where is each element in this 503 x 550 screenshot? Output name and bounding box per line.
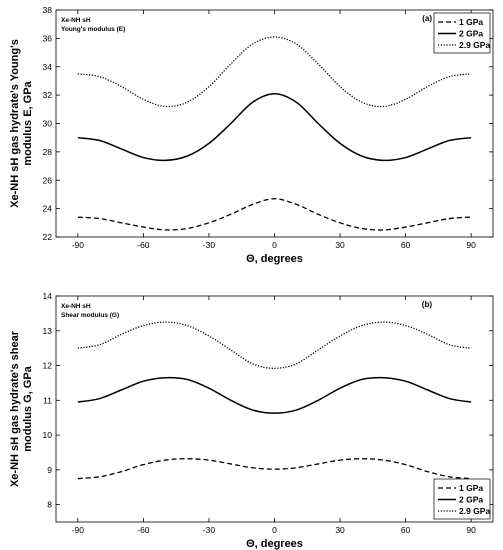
y-tick-label: 36: [43, 33, 53, 43]
legend-entry: 1 GPa: [459, 17, 483, 27]
y-axis-label-line: modulus E, GPa: [22, 80, 34, 165]
y-tick-label: 30: [43, 119, 53, 129]
plot-frame: [55, 295, 494, 523]
legend-entry: 1 GPa: [459, 483, 483, 493]
y-tick-label: 34: [43, 62, 53, 72]
x-tick-label: -60: [137, 240, 150, 250]
chart-panel-a: -90 -60 -30 0 30 60 90 22 24 26 28 30 32 34 36 38 Θ, deg…: [9, 5, 494, 265]
series-line-2-GPa: [77, 92, 472, 162]
legend-entry: 2 GPa: [459, 495, 483, 505]
legend-box: [433, 478, 491, 520]
x-tick-label: 30: [335, 525, 345, 535]
x-tick-label: 60: [401, 525, 411, 535]
x-tick-label: 0: [272, 525, 277, 535]
x-tick-label: 60: [401, 240, 411, 250]
series-line-1-GPa: [77, 458, 472, 480]
plot-frame: [55, 9, 494, 238]
x-tick-label: -90: [72, 525, 85, 535]
y-tick-label: 9: [47, 465, 52, 475]
x-tick-label: 0: [272, 240, 277, 250]
y-tick-label: 24: [43, 204, 53, 214]
chart-panel-b: -90 -60 -30 0 30 60 90 8 9 10 11 12 13 14 Θ, degrees Xe…: [9, 291, 494, 550]
y-axis-label: Xe-NH sH gas hydrate's Young's modulus E,…: [9, 39, 34, 208]
series-line-2_9-GPa: [77, 36, 472, 108]
y-tick-label: 32: [43, 90, 53, 100]
x-tick-label: 90: [466, 525, 476, 535]
x-tick-label: -60: [137, 525, 150, 535]
series-line-2_9-GPa: [77, 321, 472, 369]
x-axis-label: Θ, degrees: [246, 538, 303, 550]
chart-annotation: Xe-NH sH: [61, 17, 91, 24]
chart-annotation: Xe-NH sH: [61, 303, 91, 310]
panel-label: (b): [422, 300, 433, 309]
y-axis-label: Xe-NH sH gas hydrate's shear modulus G, G…: [9, 330, 34, 487]
y-tick-label: 11: [43, 395, 52, 405]
y-axis-label-line: Xe-NH sH gas hydrate's Young's: [9, 39, 21, 208]
y-tick-label: 26: [43, 175, 53, 185]
x-tick-label: -30: [203, 525, 216, 535]
x-tick-label: -30: [203, 240, 216, 250]
x-tick-label: 30: [335, 240, 345, 250]
y-tick-label: 28: [43, 147, 53, 157]
chart-annotation: Young's modulus (E): [61, 26, 125, 33]
y-axis-label-line: Xe-NH sH gas hydrate's shear: [9, 330, 21, 487]
y-tick-label: 13: [43, 326, 53, 336]
series-line-1-GPa: [77, 198, 472, 231]
y-tick-label: 38: [43, 5, 53, 15]
y-tick-label: 22: [43, 232, 53, 242]
chart-annotation: Shear modulus (G): [61, 312, 119, 319]
y-tick-label: 12: [43, 361, 53, 371]
x-axis-label: Θ, degrees: [246, 253, 303, 265]
x-tick-label: -90: [72, 240, 85, 250]
legend-entry: 2.9 GPa: [459, 506, 490, 516]
y-tick-label: 8: [47, 500, 52, 510]
legend-entry: 2.9 GPa: [459, 40, 490, 50]
panel-label: (a): [422, 14, 432, 23]
series-line-2-GPa: [77, 376, 472, 414]
x-tick-label: 90: [466, 240, 476, 250]
y-axis-label-line: modulus G, GPa: [22, 365, 34, 451]
y-tick-label: 10: [43, 430, 53, 440]
y-tick-label: 14: [43, 291, 53, 301]
legend-entry: 2 GPa: [459, 29, 483, 39]
